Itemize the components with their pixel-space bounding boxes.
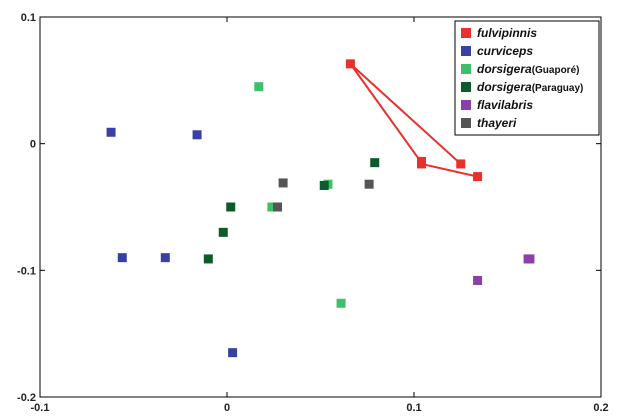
data-point — [336, 298, 346, 308]
legend-label: curviceps — [477, 44, 533, 58]
data-point — [456, 159, 466, 169]
y-tick-label: -0.1 — [17, 265, 36, 277]
connector-line — [421, 162, 478, 178]
data-points — [106, 59, 535, 358]
legend-label: dorsigera(Paraguay) — [477, 80, 583, 94]
data-point — [267, 202, 277, 212]
data-point — [345, 59, 355, 69]
connector-line — [349, 63, 462, 165]
axes: -0.1 0 0.1 0.20.10-0.1-0.2 — [17, 12, 609, 414]
legend-swatch — [461, 118, 471, 128]
x-tick-label: -0.1 — [31, 402, 50, 414]
legend-label: thayeri — [477, 116, 517, 130]
data-point — [226, 202, 236, 212]
data-point — [416, 159, 426, 169]
connector-line — [349, 63, 423, 164]
data-point — [278, 178, 288, 188]
data-point — [218, 227, 228, 237]
legend-label: dorsigera(Guaporé) — [477, 62, 579, 76]
data-point — [525, 254, 535, 264]
data-point — [160, 253, 170, 263]
x-tick-label: 0.2 — [593, 402, 608, 414]
data-point — [473, 172, 483, 182]
data-point — [272, 202, 282, 212]
legend-label: flavilabris — [477, 98, 533, 112]
data-point — [228, 348, 238, 358]
legend-swatch — [461, 100, 471, 110]
y-tick-label: 0.1 — [21, 12, 36, 24]
legend-swatch — [461, 28, 471, 38]
data-point — [192, 130, 202, 140]
data-point — [473, 275, 483, 285]
data-point — [364, 179, 374, 189]
y-tick-label: 0 — [30, 139, 36, 151]
plot-frame — [39, 16, 602, 398]
legend-box — [454, 20, 600, 136]
data-point — [203, 254, 213, 264]
data-point — [370, 158, 380, 168]
data-point — [254, 82, 264, 92]
legend-swatch — [461, 64, 471, 74]
data-point — [117, 253, 127, 263]
legend-swatch — [461, 46, 471, 56]
x-tick-label: 0 — [224, 402, 230, 414]
y-tick-label: -0.2 — [17, 392, 36, 404]
data-point — [319, 180, 329, 190]
data-point — [106, 127, 116, 137]
legend-swatch — [461, 82, 471, 92]
connector-lines — [349, 63, 478, 178]
legend-label: fulvipinnis — [477, 26, 537, 40]
x-tick-label: 0.1 — [406, 402, 421, 414]
legend: fulvipinnis curviceps dorsigera(Guaporé) do… — [454, 20, 600, 136]
